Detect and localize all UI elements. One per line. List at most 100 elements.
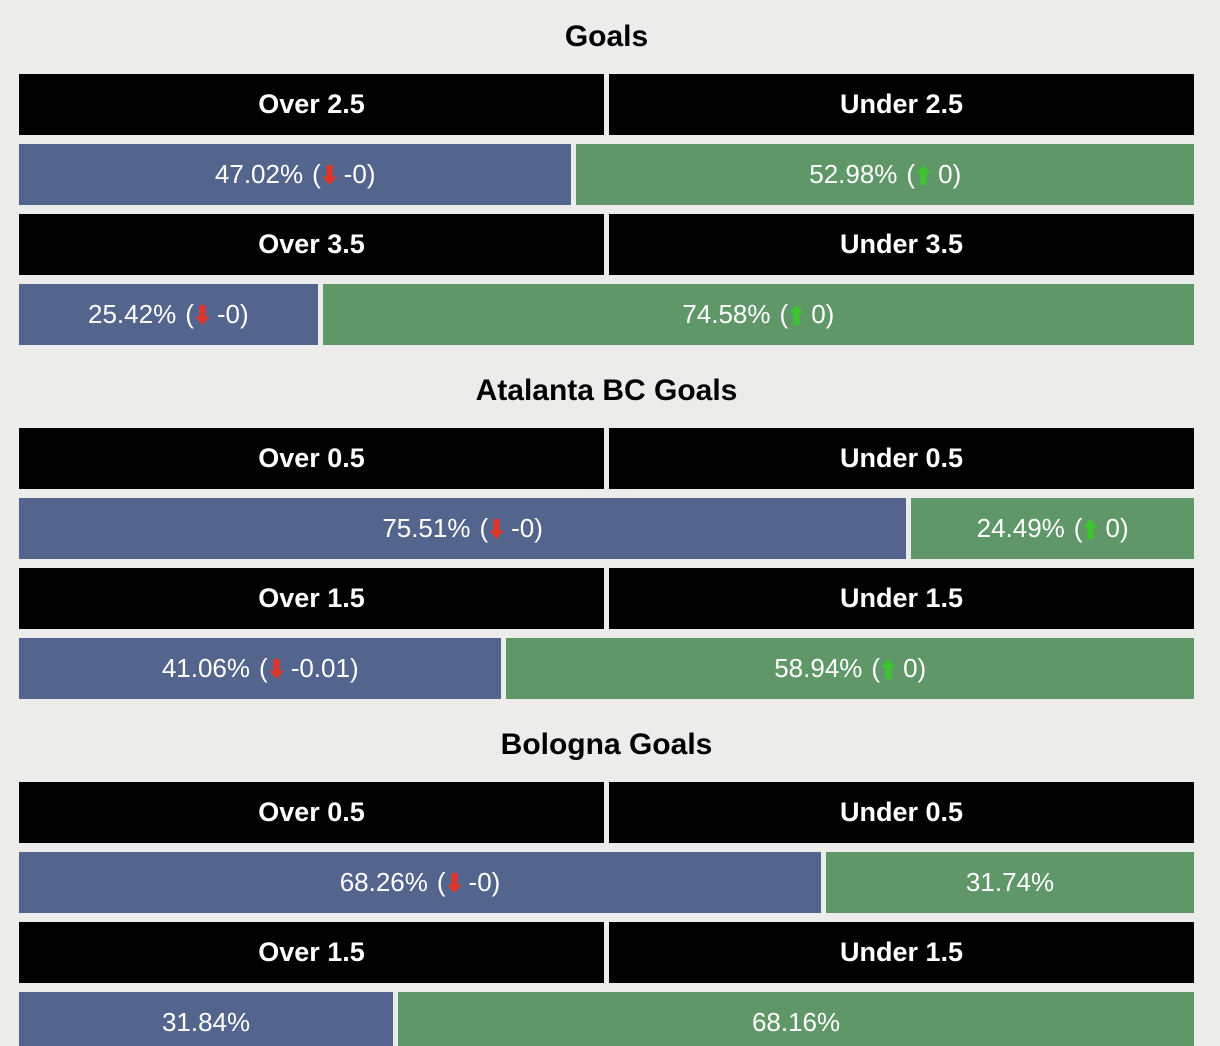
arrow-up-icon: [916, 164, 931, 185]
over-bar-segment: 68.26% ( -0 ): [19, 852, 822, 913]
paren-close: ): [534, 513, 543, 543]
section-rows: Over 0.5 Under 0.5 75.51% ( -0 ) 24.49% …: [19, 428, 1194, 699]
paren-close: ): [491, 867, 501, 897]
delta-value: -0.01: [290, 653, 350, 683]
market-header-left: Over 1.5: [19, 922, 604, 983]
delta-group: ( -0.01 ): [259, 653, 359, 684]
market-header-left: Over 0.5: [19, 782, 604, 843]
percent-label: 31.84%: [161, 1007, 251, 1037]
bar-row: 75.51% ( -0 ) 24.49% ( 0 ): [19, 498, 1194, 559]
delta-value: -0: [511, 513, 535, 543]
percent-label: 31.74%: [965, 867, 1055, 897]
market-header-row: Over 2.5 Under 2.5: [19, 74, 1194, 135]
paren-open: (: [906, 159, 916, 189]
market-header-left: Over 2.5: [19, 74, 604, 135]
market-header-left: Over 3.5: [19, 214, 604, 275]
delta-group: ( -0 ): [479, 513, 542, 544]
under-bar-segment: 58.94% ( 0 ): [506, 638, 1194, 699]
arrow-down-icon: [268, 658, 284, 679]
percent-label: 75.51%: [382, 513, 471, 543]
market-header-row: Over 3.5 Under 3.5: [19, 214, 1194, 275]
paren-close: ): [349, 653, 359, 683]
bar-row: 25.42% ( -0 ) 74.58% ( 0 ): [19, 284, 1194, 345]
market: Over 3.5 Under 3.5 25.42% ( -0 ) 74.58% …: [19, 214, 1194, 345]
arrow-up-icon: [1083, 518, 1099, 539]
market-header-row: Over 1.5 Under 1.5: [19, 922, 1194, 983]
paren-close: ): [825, 299, 835, 329]
percent-label: 68.26%: [339, 867, 428, 897]
under-bar-segment: 31.74%: [826, 852, 1194, 913]
paren-close: ): [366, 159, 376, 189]
over-bar-segment: 75.51% ( -0 ): [19, 498, 907, 559]
delta-group: ( 0 ): [906, 159, 961, 190]
bar-row: 47.02% ( -0 ) 52.98% ( 0 ): [19, 144, 1194, 205]
section-title: Goals: [564, 20, 649, 53]
percent-label: 24.49%: [976, 513, 1065, 543]
paren-close: ): [239, 299, 249, 329]
delta-value: -0: [343, 159, 367, 189]
paren-open: (: [871, 653, 881, 683]
arrow-down-icon: [194, 304, 210, 325]
delta-group: ( -0 ): [437, 867, 500, 898]
section-rows: Over 2.5 Under 2.5 47.02% ( -0 ) 52.98% …: [19, 74, 1194, 345]
market-header-left: Over 0.5: [19, 428, 604, 489]
bar-row: 41.06% ( -0.01 ) 58.94% ( 0 ): [19, 638, 1194, 699]
arrow-up-icon: [789, 304, 805, 325]
delta-value: 0: [938, 159, 953, 189]
market-header-right: Under 2.5: [609, 74, 1194, 135]
delta-value: 0: [1105, 513, 1120, 543]
paren-close: ): [917, 653, 927, 683]
market: Over 2.5 Under 2.5 47.02% ( -0 ) 52.98% …: [19, 74, 1194, 205]
percent-label: 41.06%: [161, 653, 251, 683]
paren-open: (: [185, 299, 194, 329]
arrow-down-icon: [489, 518, 505, 539]
section-title: Bologna Goals: [500, 728, 713, 761]
delta-group: ( -0 ): [185, 299, 248, 330]
market: Over 0.5 Under 0.5 75.51% ( -0 ) 24.49% …: [19, 428, 1194, 559]
delta-value: -0: [468, 867, 492, 897]
delta-value: 0: [811, 299, 826, 329]
market: Over 1.5 Under 1.5 41.06% ( -0.01 ) 58.9…: [19, 568, 1194, 699]
delta-group: ( 0 ): [780, 299, 835, 330]
percent-label: 58.94%: [774, 653, 863, 683]
paren-close: ): [1119, 513, 1129, 543]
delta-group: ( -0 ): [312, 159, 375, 190]
percent-label: 25.42%: [88, 299, 177, 329]
paren-open: (: [312, 159, 321, 189]
delta-value: -0: [216, 299, 240, 329]
section-rows: Over 0.5 Under 0.5 68.26% ( -0 ) 31.74% …: [19, 782, 1194, 1046]
over-bar-segment: 41.06% ( -0.01 ): [19, 638, 502, 699]
market-header-row: Over 0.5 Under 0.5: [19, 782, 1194, 843]
bar-row: 31.84% 68.16%: [19, 992, 1194, 1046]
section: Atalanta BC Goals Over 0.5 Under 0.5 75.…: [19, 354, 1194, 699]
delta-group: ( 0 ): [1074, 513, 1129, 544]
percent-label: 74.58%: [682, 299, 771, 329]
delta-group: ( 0 ): [871, 653, 926, 684]
market-header-right: Under 1.5: [609, 922, 1194, 983]
market-header-right: Under 3.5: [609, 214, 1194, 275]
arrow-down-icon: [446, 872, 462, 893]
paren-open: (: [436, 867, 446, 897]
market: Over 1.5 Under 1.5 31.84% 68.16%: [19, 922, 1194, 1046]
arrow-up-icon: [881, 658, 896, 679]
market-header-right: Under 0.5: [609, 428, 1194, 489]
paren-open: (: [259, 653, 268, 683]
over-bar-segment: 31.84%: [19, 992, 394, 1046]
section-title: Atalanta BC Goals: [475, 374, 738, 407]
market: Over 0.5 Under 0.5 68.26% ( -0 ) 31.74%: [19, 782, 1194, 913]
percent-label: 47.02%: [214, 159, 304, 189]
section: Goals Over 2.5 Under 2.5 47.02% ( -0 ) 5…: [19, 0, 1194, 345]
paren-open: (: [1073, 513, 1083, 543]
under-bar-segment: 24.49% ( 0 ): [911, 498, 1194, 559]
paren-close: ): [952, 159, 962, 189]
percent-label: 68.16%: [751, 1007, 841, 1037]
market-header-left: Over 1.5: [19, 568, 604, 629]
percent-label: 52.98%: [809, 159, 898, 189]
over-bar-segment: 47.02% ( -0 ): [19, 144, 572, 205]
section: Bologna Goals Over 0.5 Under 0.5 68.26% …: [19, 708, 1194, 1046]
under-bar-segment: 68.16%: [398, 992, 1194, 1046]
paren-open: (: [779, 299, 789, 329]
under-bar-segment: 74.58% ( 0 ): [322, 284, 1194, 345]
market-header-row: Over 1.5 Under 1.5: [19, 568, 1194, 629]
